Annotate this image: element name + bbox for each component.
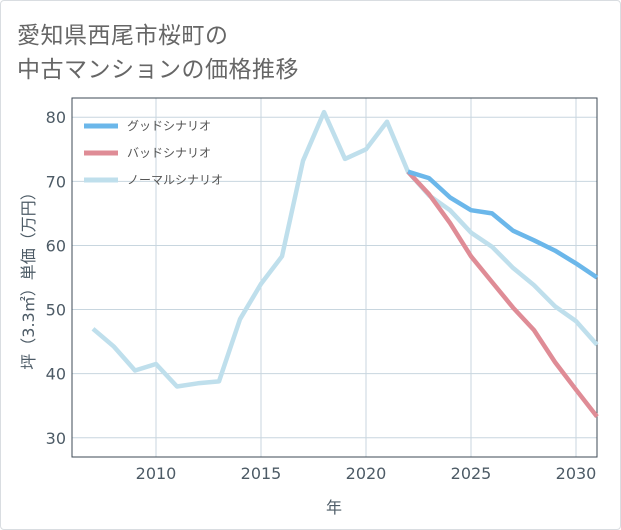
x-axis-title: 年	[326, 498, 342, 517]
legend-label-2: ノーマルシナリオ	[127, 173, 223, 187]
y-axis-ticks: 30 40 50 60 70 80	[46, 108, 66, 448]
y-tick-label: 70	[46, 172, 66, 191]
chart-title-line-1: 愛知県西尾市桜町の	[17, 23, 229, 49]
x-tick-label: 2010	[136, 464, 177, 483]
y-tick-label: 50	[46, 301, 66, 320]
x-tick-label: 2025	[451, 464, 492, 483]
x-axis-ticks: 2010 2015 2020 2025 2030	[136, 464, 597, 483]
chart-title: 愛知県西尾市桜町の 中古マンションの価格推移	[17, 19, 299, 87]
x-tick-label: 2015	[241, 464, 282, 483]
legend-label-0: グッドシナリオ	[127, 119, 211, 133]
x-tick-label: 2030	[556, 464, 597, 483]
grid-lines	[72, 98, 597, 457]
x-tick-label: 2020	[346, 464, 387, 483]
y-axis-title: 坪（3.3㎡）単価（万円）	[19, 184, 38, 369]
y-tick-label: 40	[46, 365, 66, 384]
series-line-1	[406, 170, 599, 418]
series-line-0	[407, 169, 599, 280]
y-tick-label: 30	[46, 429, 66, 448]
series-layer	[91, 109, 599, 418]
legend-label-1: バッドシナリオ	[127, 146, 211, 160]
chart-title-line-2: 中古マンションの価格推移	[17, 57, 299, 83]
series-line-2	[91, 109, 599, 389]
y-tick-label: 60	[46, 236, 66, 255]
y-tick-label: 80	[46, 108, 66, 127]
